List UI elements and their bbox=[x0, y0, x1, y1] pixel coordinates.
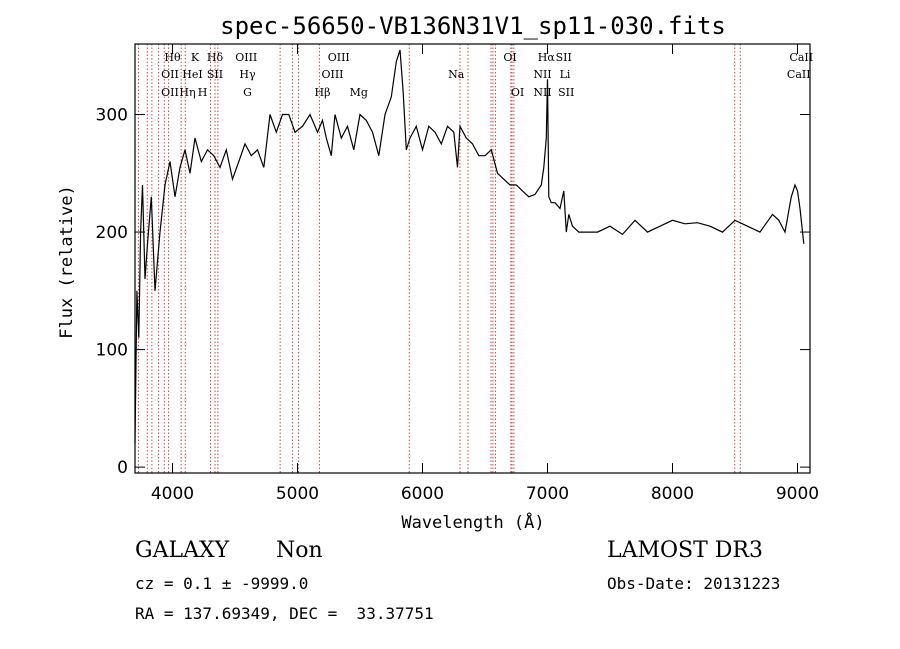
line-label-2: Hδ bbox=[207, 51, 224, 64]
line-label-14: Na bbox=[448, 68, 465, 81]
chart-title: spec-56650-VB136N31V1_sp11-030.fits bbox=[220, 12, 726, 40]
line-label-15: NII bbox=[533, 68, 551, 81]
line-label-25: NII bbox=[533, 86, 551, 99]
line-label-0: Hθ bbox=[164, 51, 181, 64]
line-label-17: CaII bbox=[787, 68, 811, 81]
line-label-12: Hγ bbox=[239, 68, 256, 81]
line-label-13: OIII bbox=[321, 68, 343, 81]
line-label-22: Hβ bbox=[315, 86, 331, 99]
line-label-19: Hη bbox=[179, 86, 195, 99]
redshift-text: cz = 0.1 ± -9999.0 bbox=[135, 574, 309, 593]
line-label-21: G bbox=[243, 86, 252, 99]
x-tick-label-8000: 8000 bbox=[651, 484, 694, 504]
emission-line-markers bbox=[137, 44, 741, 473]
line-label-5: OI bbox=[503, 51, 516, 64]
line-label-26: SII bbox=[558, 86, 574, 99]
line-label-3: OIII bbox=[235, 51, 257, 64]
flux-series-line bbox=[134, 49, 805, 444]
object-class: GALAXY bbox=[135, 538, 230, 563]
spectrum-chart: spec-56650-VB136N31V1_sp11-030.fits 4000… bbox=[57, 12, 819, 533]
axis-ticks: 4000 5000 6000 7000 8000 9000 0 100 200 300 bbox=[96, 44, 819, 504]
y-axis-label: Flux (relative) bbox=[57, 185, 77, 339]
line-label-4: OIII bbox=[328, 51, 350, 64]
y-tick-label-200: 200 bbox=[96, 223, 128, 243]
object-subclass: Non bbox=[276, 538, 323, 563]
line-label-18: OII bbox=[161, 86, 179, 99]
line-label-11: SII bbox=[207, 68, 223, 81]
y-tick-label-100: 100 bbox=[96, 341, 128, 361]
coordinates-text: RA = 137.69349, DEC = 33.37751 bbox=[135, 604, 434, 623]
y-tick-label-300: 300 bbox=[96, 106, 128, 126]
x-tick-label-7000: 7000 bbox=[526, 484, 569, 504]
line-label-6: Hα bbox=[538, 51, 556, 64]
line-label-1: K bbox=[191, 51, 200, 64]
line-label-7: SII bbox=[556, 51, 572, 64]
survey-name: LAMOST DR3 bbox=[607, 538, 763, 563]
line-label-8: CaII bbox=[789, 51, 813, 64]
plot-frame bbox=[134, 43, 811, 474]
obs-date-text: Obs-Date: 20131223 bbox=[607, 574, 781, 593]
line-label-23: Mg bbox=[350, 86, 368, 99]
x-tick-label-4000: 4000 bbox=[151, 484, 194, 504]
line-label-10: HeI bbox=[182, 68, 202, 81]
x-axis-label: Wavelength (Å) bbox=[401, 511, 544, 533]
y-tick-label-0: 0 bbox=[117, 458, 128, 478]
line-label-20: H bbox=[198, 86, 208, 99]
line-label-9: OII bbox=[161, 68, 179, 81]
line-label-24: OI bbox=[511, 86, 524, 99]
x-tick-label-6000: 6000 bbox=[401, 484, 444, 504]
line-label-16: Li bbox=[560, 68, 571, 81]
x-tick-label-9000: 9000 bbox=[776, 484, 819, 504]
x-tick-label-5000: 5000 bbox=[276, 484, 319, 504]
